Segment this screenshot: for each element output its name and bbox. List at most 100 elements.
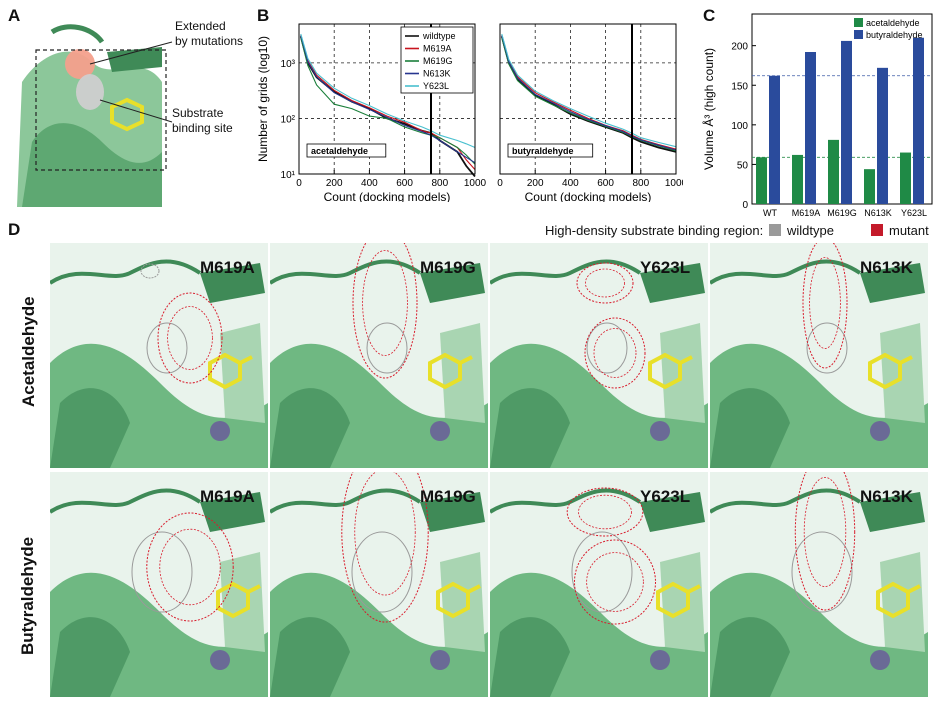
helix-front [490, 388, 570, 468]
loop [270, 259, 422, 285]
series-line-wildtype [500, 36, 677, 153]
metal-ion [870, 421, 890, 441]
row-label-butyraldehyde: Butyraldehyde [18, 536, 37, 656]
ligand [216, 581, 261, 619]
legend-entry: M619G [423, 56, 453, 66]
series-line-m619g [300, 37, 476, 165]
y-tick-label: 150 [731, 81, 748, 92]
mutant-mesh [146, 512, 234, 622]
beta-strand [420, 492, 485, 532]
legend-entry: N613K [423, 69, 451, 79]
wildtype-mesh [146, 322, 188, 374]
bar-butyraldehyde-m619a [805, 52, 816, 204]
mutation-label-m619g: M619G [420, 487, 476, 506]
legend-wildtype-swatch [769, 224, 781, 236]
y-tick-label: 10² [281, 114, 296, 125]
beta-strand [860, 263, 925, 303]
chart-butyraldehyde: 0 200 400 600 800 1000 Count (docking models) b… [497, 23, 683, 202]
bar-acetaldehyde-y623l [900, 152, 911, 204]
bar-butyraldehyde-m619g [841, 40, 852, 204]
helix-front [50, 388, 130, 468]
legend-entry-acetaldehyde: acetaldehyde [866, 18, 920, 28]
substrate-box [306, 143, 387, 158]
panel-label-d: D [8, 220, 21, 239]
metal-ion [430, 650, 450, 670]
mutant-mesh [574, 539, 656, 625]
panel-label-b: B [257, 6, 270, 25]
legend-mutant-label: mutant [889, 223, 929, 238]
series-line-y623l [501, 33, 677, 148]
mutation-label-m619a: M619A [200, 258, 255, 277]
series-line-m619g [501, 37, 677, 152]
mutant-mesh [794, 472, 856, 611]
plot-frame [499, 23, 677, 175]
structure-cell-m619g-butyraldehyde [270, 472, 488, 697]
helix-front [710, 617, 790, 697]
y-tick-label: 50 [737, 160, 749, 171]
loop [710, 488, 862, 514]
bar-butyraldehyde-n613k [877, 67, 888, 204]
binding-site-region [76, 74, 104, 110]
mutation-label-y623l: Y623L [640, 258, 691, 277]
x-tick-label: M619G [827, 208, 857, 218]
legend-entry: Y623L [423, 81, 449, 91]
bar-acetaldehyde-n613k [864, 169, 875, 204]
wildtype-mesh [131, 531, 193, 613]
metal-ion [650, 650, 670, 670]
bar-butyraldehyde-y623l [913, 37, 924, 204]
plot-frame [298, 23, 476, 175]
chart-volume: WT M619A M619G N613K Y623L 0 50 100 150 200 Volume… [701, 13, 933, 218]
mutation-label-n613k: N613K [860, 487, 913, 506]
loop [710, 259, 862, 285]
mutant-mesh-inner [578, 494, 632, 530]
structure-cell-m619a-butyraldehyde [50, 472, 268, 697]
x-axis-label: Count (docking models) [324, 190, 451, 202]
substrate-box-label: acetaldehyde [311, 146, 368, 156]
x-axis-label: Count (docking models) [525, 190, 652, 202]
wildtype-mesh [791, 531, 853, 613]
mutant-mesh [341, 472, 429, 623]
mutation-label-y623l: Y623L [640, 487, 691, 506]
x-tick-label: M619A [792, 208, 821, 218]
series-line-n613k [501, 35, 677, 151]
mutant-mesh [352, 243, 418, 379]
bar-acetaldehyde-m619a [792, 154, 803, 204]
x-tick-label: 400 [361, 178, 378, 189]
x-tick-label: 400 [562, 178, 579, 189]
wildtype-mesh [586, 322, 628, 374]
beta-strand [640, 492, 705, 532]
legend-title: High-density substrate binding region: [545, 223, 764, 238]
legend-box [400, 26, 474, 94]
structure-cell-y623l-butyraldehyde [490, 472, 708, 697]
y-axis-label: Number of grids (log10) [256, 36, 270, 162]
legend-entry: wildtype [422, 31, 456, 41]
y-tick-label: 0 [742, 200, 748, 211]
annotation-extended-line1: Extended [175, 19, 226, 33]
legend-swatch-butyraldehyde [854, 30, 863, 39]
x-tick-label: 0 [296, 178, 302, 189]
ligand [428, 352, 473, 390]
x-tick-label: WT [763, 208, 777, 218]
metal-ion [870, 650, 890, 670]
legend-wildtype-label: wildtype [787, 223, 834, 238]
mutant-mesh-inner [362, 250, 408, 356]
x-tick-label: N613K [864, 208, 892, 218]
bar-acetaldehyde-m619g [828, 139, 839, 204]
beta-strand [640, 263, 705, 303]
mutant-mesh [802, 243, 848, 369]
metal-ion [650, 421, 670, 441]
y-axis-label: Volume Å³ (high count) [701, 48, 716, 170]
series-line-n613k [300, 35, 476, 164]
panel-label-a: A [8, 6, 21, 25]
loop [50, 259, 202, 285]
mutant-mesh [584, 317, 646, 389]
row-label-acetaldehyde: Acetaldehyde [19, 296, 38, 407]
annotation-extended: Extended by mutations [175, 19, 243, 49]
x-tick-label: 200 [326, 178, 343, 189]
extended-region [65, 49, 95, 79]
helix-front [710, 388, 790, 468]
mutation-label-m619a: M619A [200, 487, 255, 506]
legend-mutant-swatch [871, 224, 883, 236]
beta-strand [860, 492, 925, 532]
bar-acetaldehyde-wt [756, 157, 767, 204]
